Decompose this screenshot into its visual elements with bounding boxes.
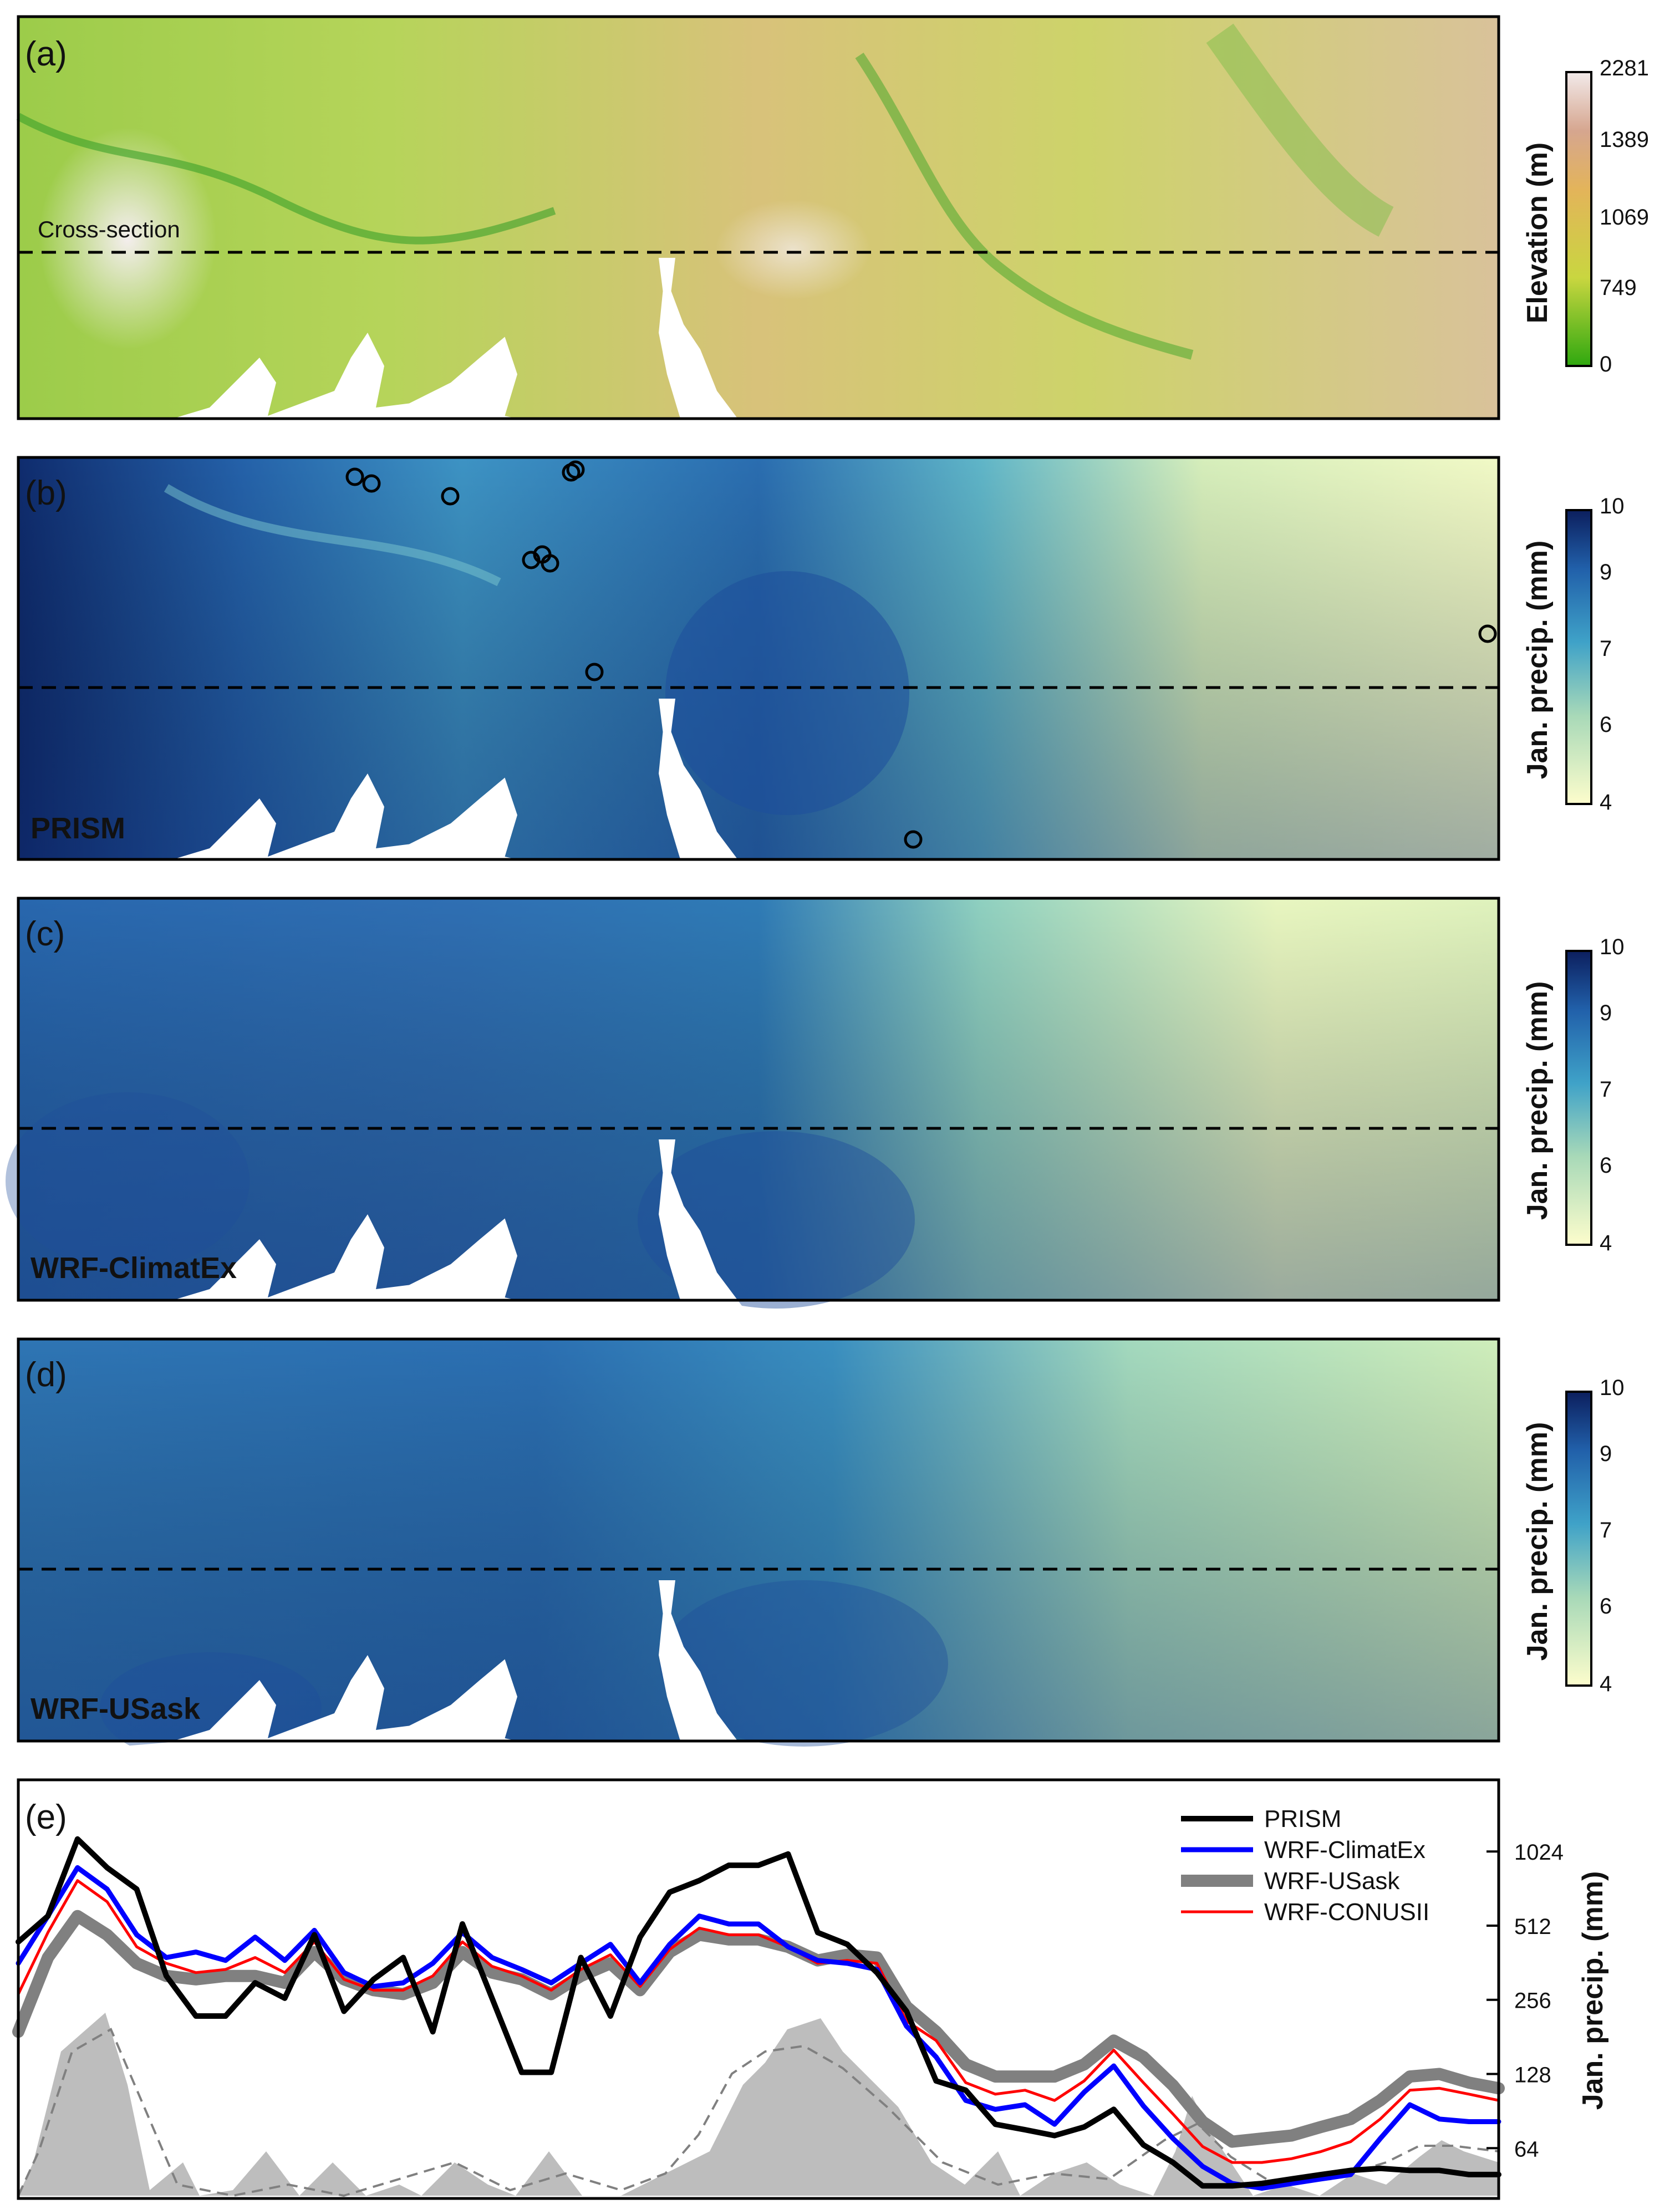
precip-max xyxy=(665,571,909,815)
river-valley xyxy=(855,53,1194,360)
y-axis-ticks: 64 128 256 512 1024 xyxy=(1486,1840,1564,2161)
station-marker xyxy=(441,487,460,506)
colorbar-tick: 10 xyxy=(1600,494,1625,518)
map-shading xyxy=(18,1339,1499,1741)
cross-section-label: Cross-section xyxy=(38,216,180,242)
colorbar-tick: 2281 xyxy=(1600,56,1649,80)
elevation-profile-line xyxy=(17,2028,1499,2197)
legend-label: WRF-CONUSII xyxy=(1264,1898,1429,1926)
colorbar-title: Jan. precip. (mm) xyxy=(1521,981,1554,1220)
dry-valley xyxy=(164,484,501,587)
y-axis-label: Jan. precip. (mm) xyxy=(1577,1871,1609,2110)
panel-letter-d: (d) xyxy=(25,1356,67,1394)
colorbar-title: Jan. precip. (mm) xyxy=(1521,541,1554,780)
panel-b: (b) PRISM 10 9 7 6 4 Jan. precip. (mm) xyxy=(17,456,1625,940)
precip-max xyxy=(660,1580,948,1747)
model-label-climatex: WRF-ClimatEx xyxy=(30,1251,237,1285)
colorbar-tick: 0 xyxy=(1600,352,1612,376)
colorbar-title: Elevation (m) xyxy=(1521,142,1554,324)
panel-letter-e: (e) xyxy=(25,1798,67,1836)
colorbar-tick: 4 xyxy=(1600,1231,1612,1255)
legend-label: WRF-ClimatEx xyxy=(1264,1836,1426,1864)
high-terrain xyxy=(715,200,870,299)
colorbar-tick: 6 xyxy=(1600,712,1612,737)
colorbar-tick: 7 xyxy=(1600,1518,1612,1543)
panel-frame xyxy=(17,456,1500,861)
panel-frame xyxy=(17,1778,1500,2200)
colorbar-tick: 749 xyxy=(1600,276,1637,300)
panel-frame xyxy=(17,1337,1500,1743)
colorbar-tick: 10 xyxy=(1600,1376,1625,1400)
colorbar-tick: 7 xyxy=(1600,637,1612,661)
panel-a: Cross-section (a) 2281 1389 1069 749 0 E… xyxy=(16,15,1649,499)
panel-frame xyxy=(17,897,1500,1302)
river-valley xyxy=(16,113,556,245)
colorbar-tick: 4 xyxy=(1600,790,1612,815)
colorbar-tick: 4 xyxy=(1600,1672,1612,1696)
model-label-usask: WRF-USask xyxy=(30,1692,201,1725)
station-marker xyxy=(585,663,604,681)
precip-colorbar xyxy=(1565,950,1592,1246)
colorbar-tick: 9 xyxy=(1600,1442,1612,1466)
panel-letter-c: (c) xyxy=(25,915,65,953)
y-tick-label: 1024 xyxy=(1514,1840,1564,1865)
colorbar-tick: 1069 xyxy=(1600,205,1649,230)
station-marker xyxy=(345,467,364,486)
legend: PRISM WRF-ClimatEx WRF-USask WRF-CONUSII xyxy=(1181,1805,1429,1926)
precip-max xyxy=(6,1092,250,1270)
precip-colorbar xyxy=(1565,1391,1592,1687)
model-label-prism: PRISM xyxy=(30,812,125,845)
station-marker xyxy=(566,460,585,479)
series-layer xyxy=(12,1836,1505,2191)
broad-valley xyxy=(1206,23,1394,237)
colorbar-tick: 9 xyxy=(1600,1001,1612,1025)
panel-letter-a: (a) xyxy=(25,35,67,73)
snow-peaks xyxy=(39,128,216,349)
panel-frame xyxy=(17,15,1500,420)
y-tick-label: 128 xyxy=(1514,2063,1551,2088)
station-marker xyxy=(904,830,923,849)
legend-label: WRF-USask xyxy=(1264,1867,1400,1895)
y-tick-label: 64 xyxy=(1514,2137,1539,2161)
station-marker xyxy=(362,474,381,493)
legend-label: PRISM xyxy=(1264,1805,1341,1833)
series-line-prism xyxy=(16,1836,1501,2189)
series-line-wrf-usask xyxy=(12,1910,1505,2148)
map-shading xyxy=(18,898,1499,1300)
station-marker xyxy=(522,551,541,569)
y-tick-label: 512 xyxy=(1514,1915,1551,1939)
station-marker xyxy=(541,554,559,573)
colorbar-tick: 7 xyxy=(1600,1077,1612,1102)
colorbar-tick: 1389 xyxy=(1600,128,1649,152)
panel-letter-b: (b) xyxy=(25,474,67,512)
series-line-wrf-conusii xyxy=(17,1879,1500,2164)
colorbar-tick: 10 xyxy=(1600,935,1625,959)
colorbar-tick: 9 xyxy=(1600,560,1612,584)
elevation-colorbar xyxy=(1565,71,1592,367)
terrain-profile xyxy=(18,2013,1499,2196)
colorbar-title: Jan. precip. (mm) xyxy=(1521,1422,1554,1661)
station-marker xyxy=(1478,624,1497,643)
precip-colorbar xyxy=(1565,509,1592,805)
y-tick-label: 256 xyxy=(1514,1989,1551,2013)
panel-c: (c) WRF-ClimatEx 10 9 7 6 4 Jan. precip.… xyxy=(6,897,1625,1381)
colorbar-tick: 6 xyxy=(1600,1594,1612,1618)
panel-d: (d) WRF-USask 10 9 7 6 4 Jan. precip. (m… xyxy=(17,1337,1625,1821)
colorbar-tick: 6 xyxy=(1600,1153,1612,1178)
panel-e: (e) 64 128 256 512 1024 Jan. precip. (mm) PR… xyxy=(12,1778,1609,2200)
station-markers xyxy=(345,460,1497,849)
